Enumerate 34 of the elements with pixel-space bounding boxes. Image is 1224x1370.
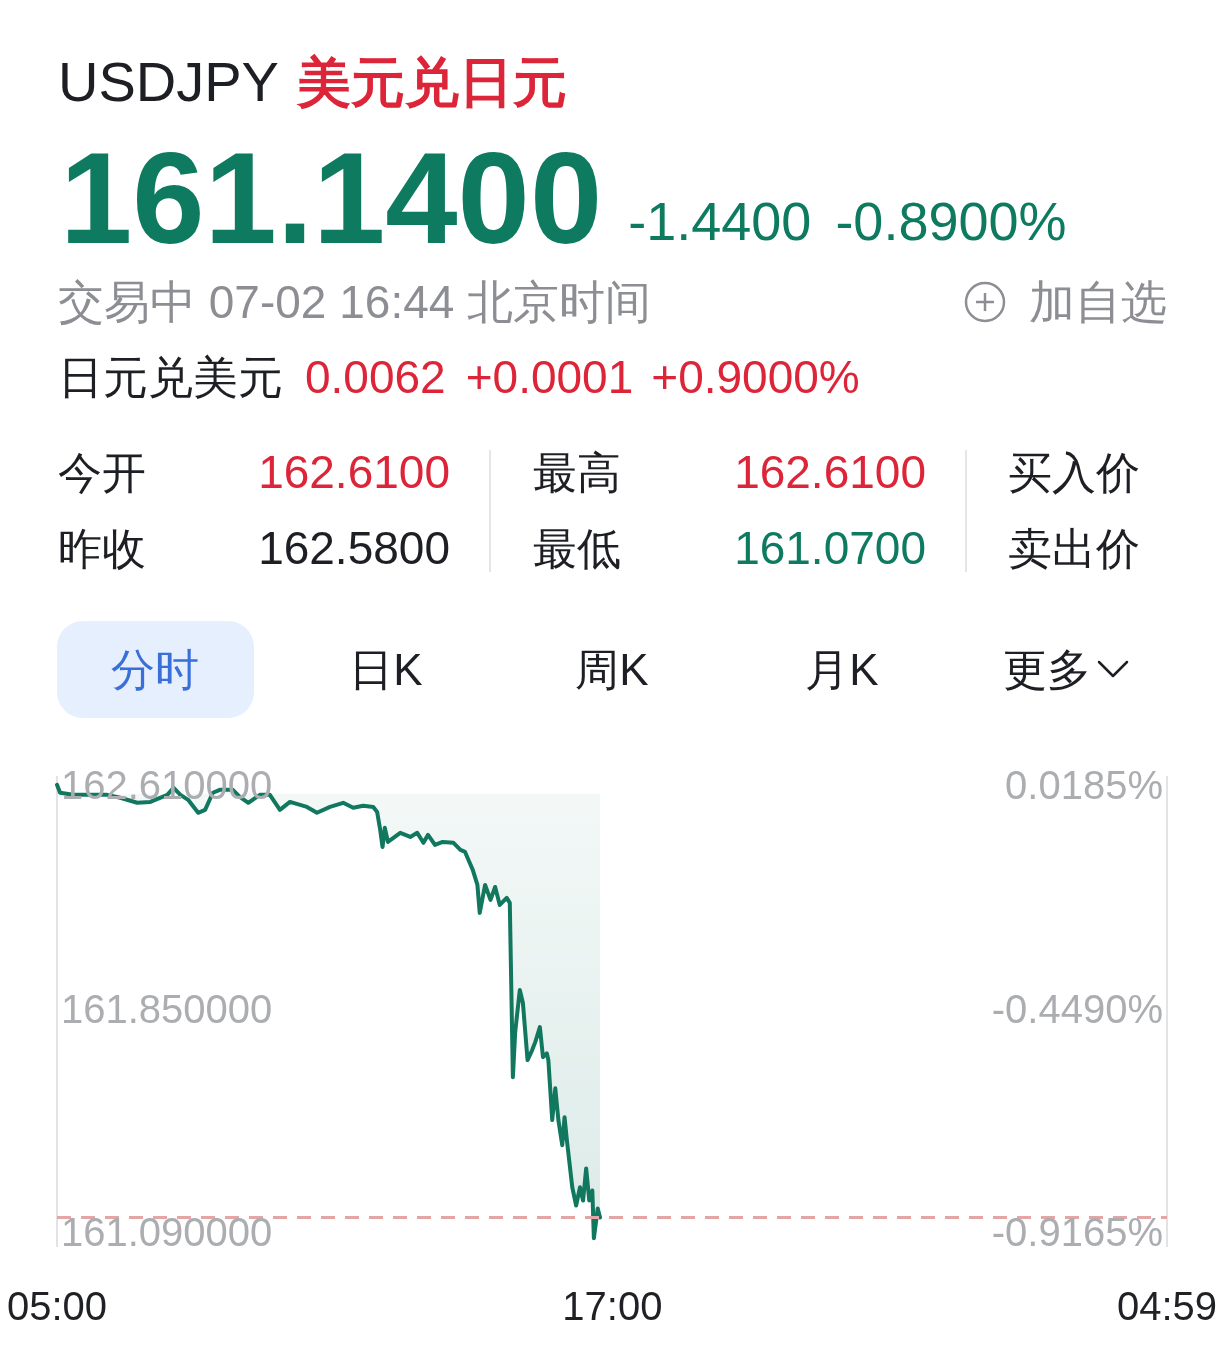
text: 买入价 (1008, 448, 1140, 497)
x-tick-label: 05:00 (6, 1284, 108, 1328)
text: 交易中 07-02 16:44 北京时间 (58, 276, 652, 328)
x-tick-label: 04:59 (1116, 1284, 1218, 1328)
text: -1.4400 (628, 191, 812, 251)
y2-tick-label: 0.0185% (1005, 762, 1163, 807)
tab-label: 月K (805, 645, 879, 694)
y2-tick-label: -0.4490% (991, 986, 1163, 1031)
text: 加自选 (1029, 276, 1167, 328)
tab-label: 更多 (1003, 645, 1091, 694)
text: 最高 (533, 448, 621, 497)
text: 162.6100 (734, 446, 926, 498)
y2-tick-label: -0.9165% (991, 1210, 1163, 1255)
text: 昨收 (58, 524, 146, 573)
text: 0.0062 (305, 351, 446, 403)
text: +0.0001 (465, 351, 634, 403)
text: -0.8900% (835, 191, 1067, 251)
tab-label: 日K (349, 645, 423, 694)
y-tick-label: 161.090000 (61, 1210, 273, 1255)
text: 日元兑美元 (58, 352, 283, 403)
tab-label: 周K (575, 645, 649, 694)
text: 162.5800 (258, 522, 450, 574)
text: 162.6100 (258, 446, 450, 498)
tab-selected: 分时 (57, 621, 254, 718)
text: 161.1400 (60, 125, 603, 271)
text: 161.0700 (734, 522, 926, 574)
text: USDJPY (58, 50, 279, 113)
x-tick-label: 17:00 (562, 1284, 663, 1328)
text: 今开 (58, 448, 146, 497)
text: 美元兑日元 (295, 52, 567, 112)
text: +0.9000% (651, 351, 860, 403)
text: 卖出价 (1008, 524, 1140, 573)
text: 最低 (533, 524, 621, 573)
y-tick-label: 161.850000 (61, 986, 273, 1031)
